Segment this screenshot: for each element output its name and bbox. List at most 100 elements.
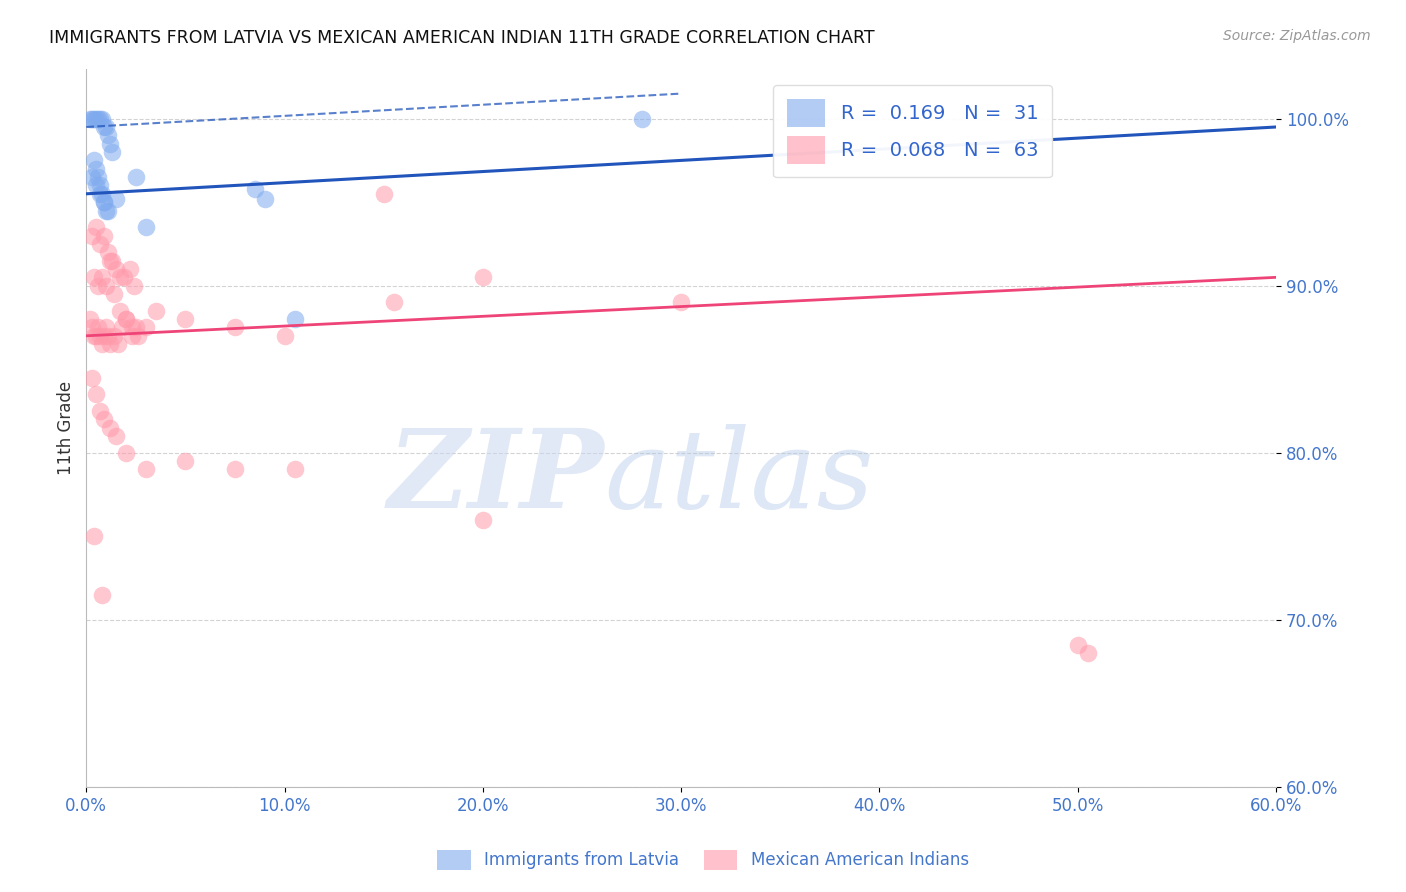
Point <box>94 278 117 293</box>
Point <box>97 245 120 260</box>
Point <box>87 112 110 126</box>
Point <box>91 588 114 602</box>
Point <box>118 262 141 277</box>
Point <box>93 328 115 343</box>
Point <box>97 128 120 143</box>
Point <box>112 270 135 285</box>
Point <box>471 512 494 526</box>
Point <box>125 170 148 185</box>
Point <box>83 328 105 343</box>
Point <box>93 412 115 426</box>
Point <box>107 337 129 351</box>
Point <box>89 112 111 126</box>
Point <box>91 337 114 351</box>
Point <box>135 462 157 476</box>
Point <box>373 186 395 201</box>
Point <box>97 328 120 343</box>
Point <box>127 328 149 343</box>
Point <box>471 270 494 285</box>
Y-axis label: 11th Grade: 11th Grade <box>58 381 75 475</box>
Point <box>122 278 145 293</box>
Point <box>145 303 167 318</box>
Point <box>98 253 121 268</box>
Point <box>84 220 107 235</box>
Point <box>174 312 197 326</box>
Point <box>93 228 115 243</box>
Point <box>94 203 117 218</box>
Point <box>84 178 107 193</box>
Point <box>105 192 128 206</box>
Point <box>84 112 107 126</box>
Text: IMMIGRANTS FROM LATVIA VS MEXICAN AMERICAN INDIAN 11TH GRADE CORRELATION CHART: IMMIGRANTS FROM LATVIA VS MEXICAN AMERIC… <box>49 29 875 46</box>
Point <box>98 136 121 151</box>
Point <box>94 320 117 334</box>
Point <box>105 262 128 277</box>
Text: Source: ZipAtlas.com: Source: ZipAtlas.com <box>1223 29 1371 43</box>
Point <box>89 186 111 201</box>
Point <box>125 320 148 334</box>
Point <box>283 312 305 326</box>
Point <box>108 270 131 285</box>
Point <box>115 446 138 460</box>
Text: atlas: atlas <box>603 425 873 532</box>
Point <box>224 320 246 334</box>
Point <box>91 112 114 126</box>
Point <box>83 112 105 126</box>
Point <box>669 295 692 310</box>
Point <box>135 320 157 334</box>
Point <box>84 161 107 176</box>
Legend: R =  0.169   N =  31, R =  0.068   N =  63: R = 0.169 N = 31, R = 0.068 N = 63 <box>773 86 1052 178</box>
Point <box>101 145 124 159</box>
Point <box>79 312 101 326</box>
Point <box>93 195 115 210</box>
Point <box>135 220 157 235</box>
Point <box>97 203 120 218</box>
Point <box>224 462 246 476</box>
Point <box>121 320 143 334</box>
Point <box>253 192 276 206</box>
Point <box>115 312 138 326</box>
Point <box>283 462 305 476</box>
Point <box>121 328 143 343</box>
Point <box>273 328 295 343</box>
Point <box>83 153 105 168</box>
Point <box>89 178 111 193</box>
Point <box>87 170 110 185</box>
Point <box>89 328 111 343</box>
Point <box>103 328 125 343</box>
Point <box>1067 638 1090 652</box>
Point <box>243 182 266 196</box>
Point <box>98 337 121 351</box>
Point <box>83 529 105 543</box>
Point <box>83 270 105 285</box>
Point <box>84 328 107 343</box>
Point <box>103 287 125 301</box>
Point <box>105 429 128 443</box>
Point <box>91 186 114 201</box>
Point <box>84 387 107 401</box>
Point <box>89 236 111 251</box>
Text: ZIP: ZIP <box>387 425 603 532</box>
Point <box>101 253 124 268</box>
Point <box>89 404 111 418</box>
Point <box>111 320 134 334</box>
Point <box>115 312 138 326</box>
Point <box>91 270 114 285</box>
Point <box>93 195 115 210</box>
Point <box>87 278 110 293</box>
Point <box>94 120 117 134</box>
Point <box>382 295 405 310</box>
Point <box>82 170 104 185</box>
Point <box>93 120 115 134</box>
Point <box>82 320 104 334</box>
Point <box>1077 646 1099 660</box>
Point <box>82 228 104 243</box>
Point <box>79 112 101 126</box>
Point <box>87 320 110 334</box>
Point <box>630 112 652 126</box>
Point <box>82 112 104 126</box>
Legend: Immigrants from Latvia, Mexican American Indians: Immigrants from Latvia, Mexican American… <box>430 843 976 877</box>
Point <box>174 454 197 468</box>
Point <box>108 303 131 318</box>
Point <box>98 420 121 434</box>
